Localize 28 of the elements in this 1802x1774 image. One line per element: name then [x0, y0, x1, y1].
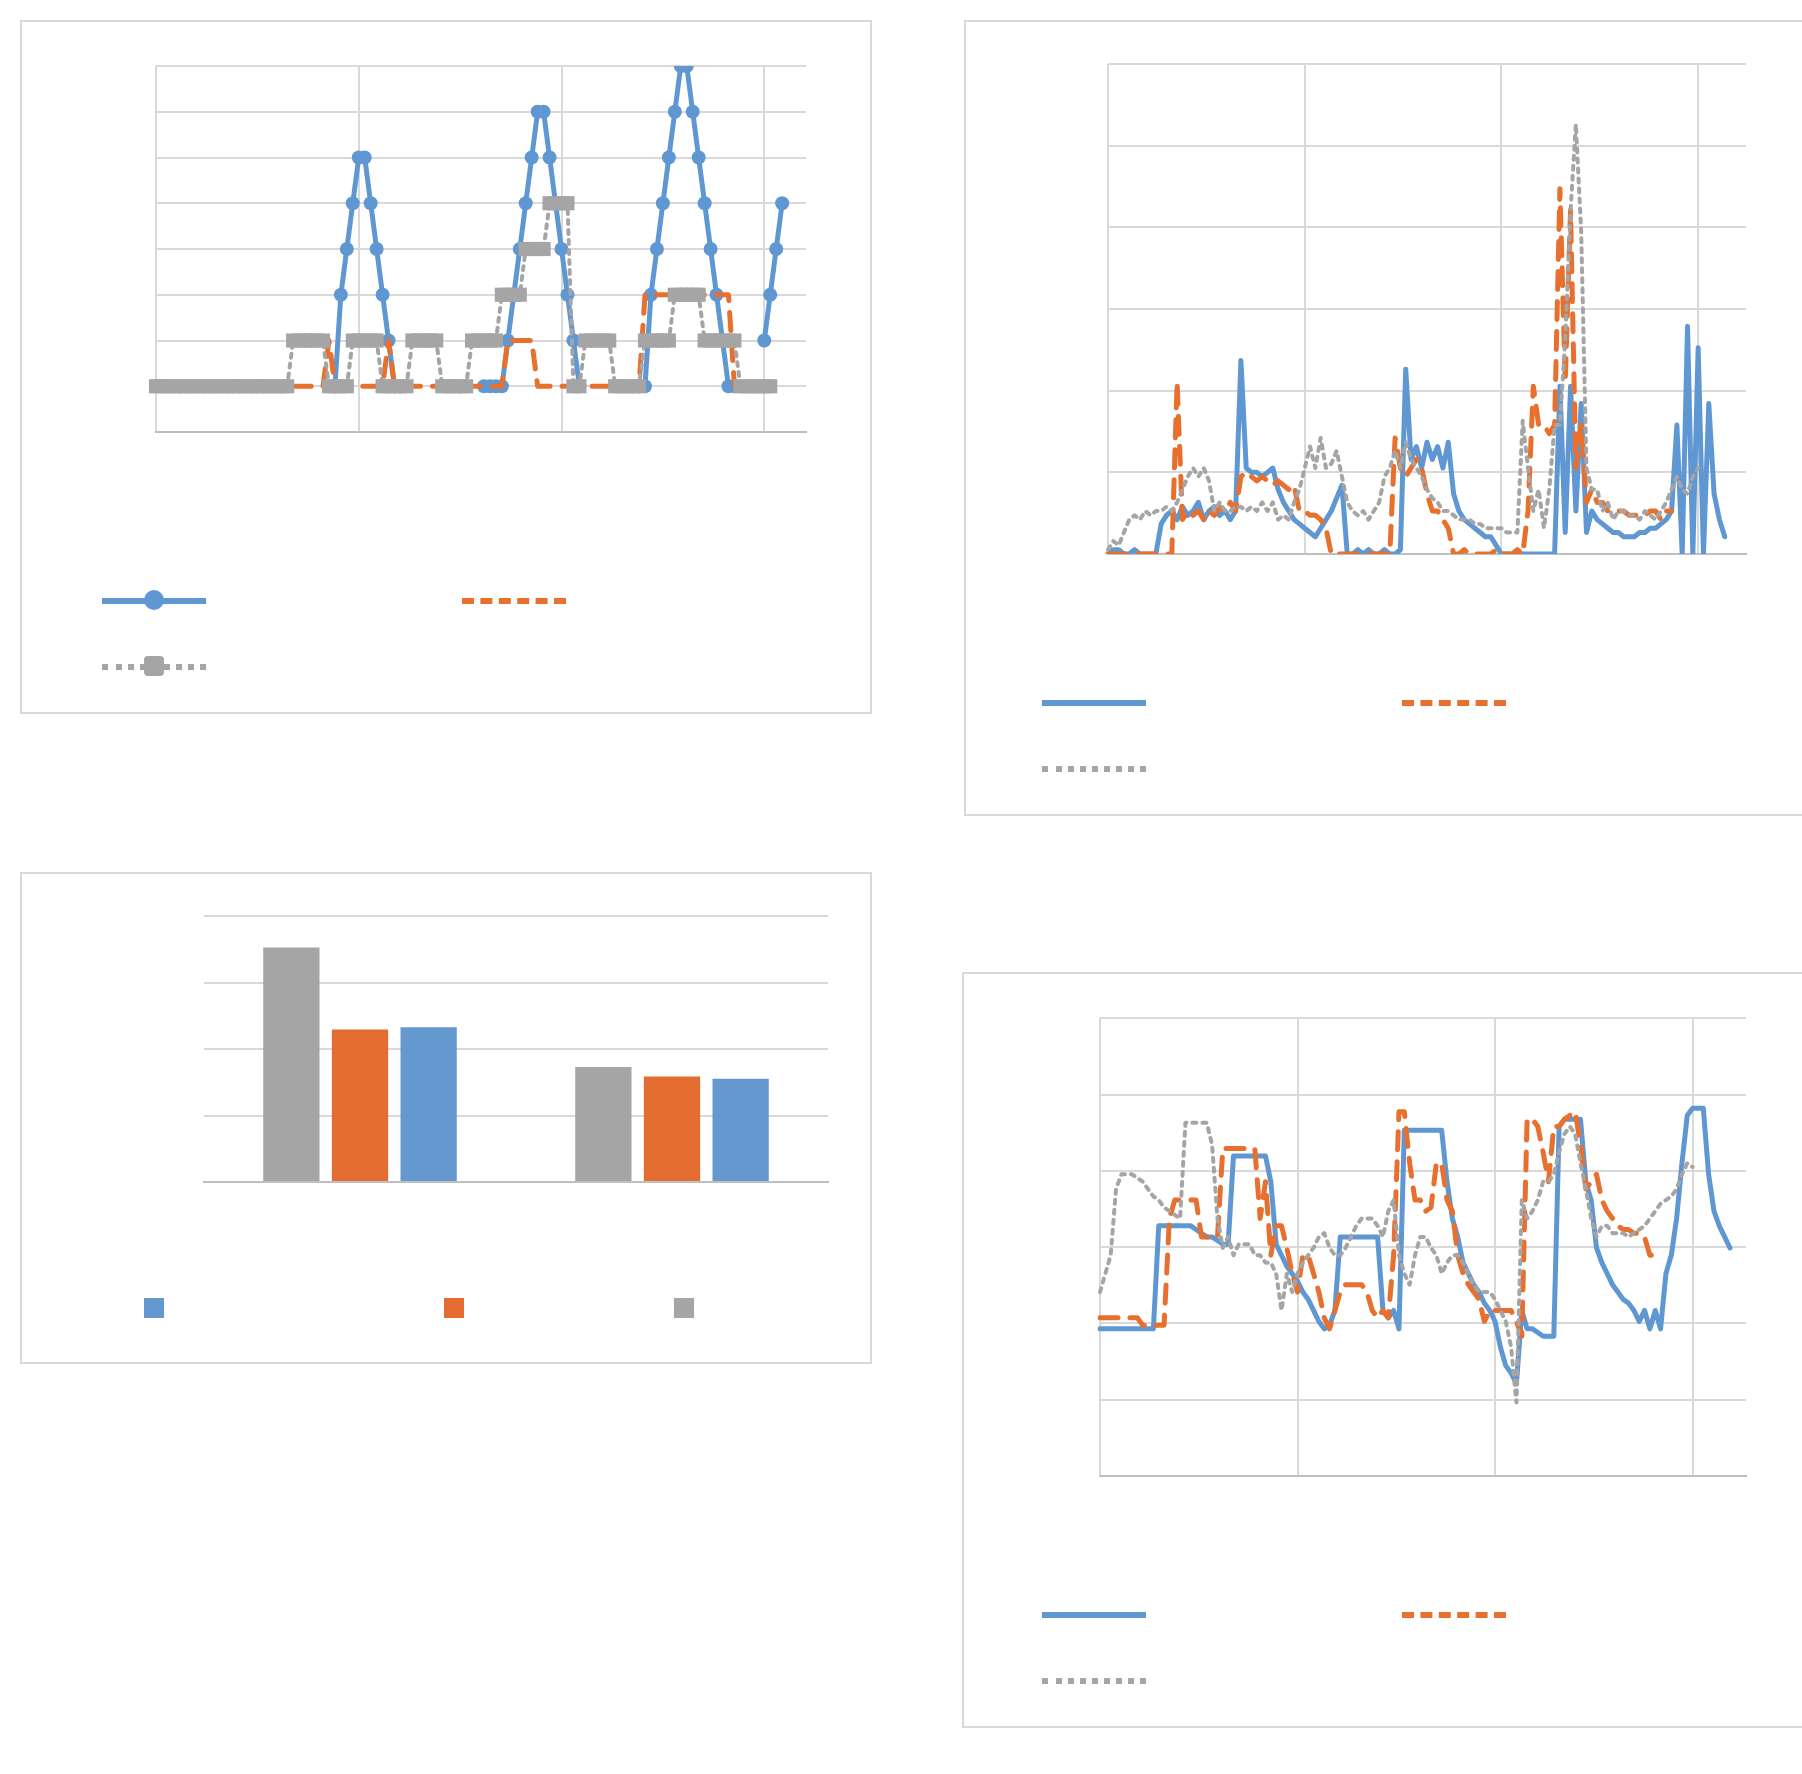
point — [667, 104, 682, 119]
point — [524, 150, 539, 165]
point — [649, 242, 664, 256]
bar — [643, 1076, 701, 1181]
point — [339, 242, 354, 256]
point — [691, 150, 706, 165]
point — [363, 196, 378, 211]
bar — [712, 1078, 769, 1181]
point — [369, 242, 384, 256]
point — [333, 287, 348, 302]
bar — [331, 1029, 389, 1181]
point — [697, 196, 712, 211]
point — [757, 333, 772, 348]
point — [375, 287, 390, 302]
bar — [263, 947, 320, 1181]
point — [763, 287, 778, 302]
point — [554, 242, 569, 256]
point — [661, 150, 676, 165]
point — [345, 196, 360, 211]
bar — [575, 1067, 632, 1181]
point — [518, 196, 533, 211]
point — [703, 242, 718, 256]
point — [542, 150, 557, 165]
point — [685, 104, 700, 119]
point — [775, 196, 790, 211]
point — [769, 242, 784, 256]
bar — [400, 1027, 457, 1181]
point — [655, 196, 670, 211]
